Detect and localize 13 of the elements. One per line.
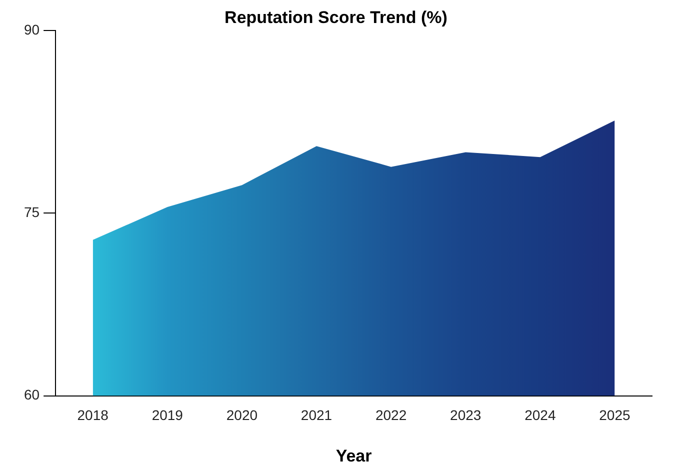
y-tick-label: 90 (24, 21, 40, 38)
x-tick-label: 2024 (524, 407, 556, 424)
x-tick-label: 2018 (77, 407, 109, 424)
x-tick-label: 2022 (375, 407, 407, 424)
x-tick-label: 2021 (300, 407, 332, 424)
x-tick-label: 2025 (599, 407, 631, 424)
y-tick-label: 60 (24, 386, 40, 403)
chart-title: Reputation Score Trend (%) (224, 8, 448, 27)
x-tick-label: 2023 (450, 407, 482, 424)
x-tick-label: 2019 (152, 407, 184, 424)
y-tick-label: 75 (24, 204, 40, 220)
x-tick-label: 2020 (226, 407, 258, 424)
x-axis-title: Year (336, 446, 372, 466)
